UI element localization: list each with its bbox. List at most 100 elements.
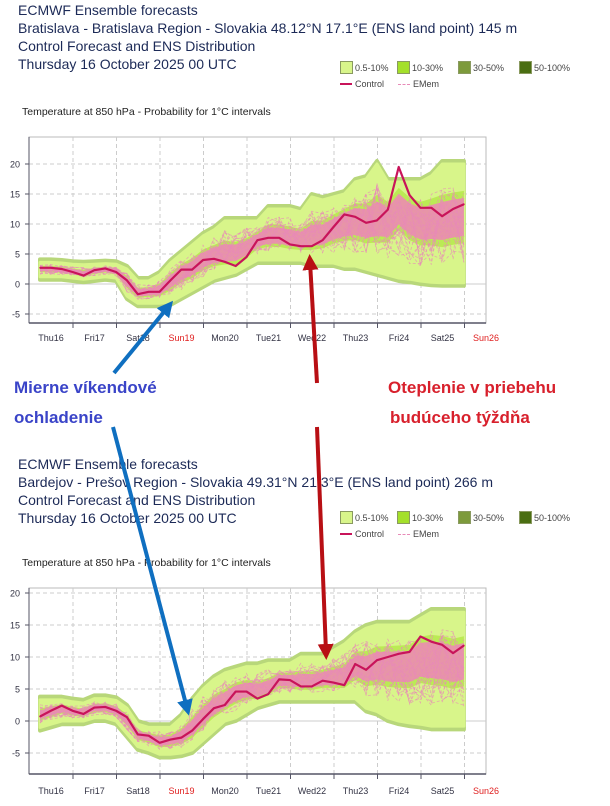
legend-label: Control xyxy=(355,79,385,89)
legend-label: 50-100% xyxy=(534,512,571,523)
y-tick-label: 10 xyxy=(10,653,20,663)
control-point xyxy=(82,713,85,715)
legend-label: 30-50% xyxy=(473,62,505,73)
annotation-cooling-line2: ochladenie xyxy=(14,408,103,427)
legend-swatch xyxy=(519,61,532,74)
control-point xyxy=(419,635,422,638)
control-point xyxy=(376,659,378,661)
x-tick-label: Sun19 xyxy=(168,333,194,343)
ens-member-line xyxy=(39,638,465,743)
x-tick-label: Sat25 xyxy=(431,786,455,796)
control-point xyxy=(60,704,63,707)
ens-member-line xyxy=(39,639,465,749)
control-point xyxy=(147,734,150,737)
control-point xyxy=(256,239,259,241)
y-tick-label: 20 xyxy=(10,160,20,170)
control-point xyxy=(169,738,172,741)
control-point xyxy=(60,268,63,270)
control-line-icon xyxy=(340,533,352,535)
control-point xyxy=(245,256,248,258)
y-tick-label: 10 xyxy=(10,220,20,230)
ens-member-line xyxy=(39,200,465,294)
ens-member-line xyxy=(39,194,465,299)
panel2-legend: 0.5-10% 10-30% 30-50% 50-100% Control EM… xyxy=(0,452,610,552)
control-point xyxy=(300,685,302,688)
control-point xyxy=(430,207,433,209)
legend-item-0.5-10: 0.5-10% xyxy=(340,511,389,524)
control-point xyxy=(289,679,291,681)
panel1-location: Bratislava - Bratislava Region - Slovaki… xyxy=(18,20,518,36)
control-point xyxy=(115,709,117,712)
ens-member-line xyxy=(39,637,465,738)
legend-label: 0.5-10% xyxy=(355,512,389,523)
legend-swatch xyxy=(519,511,532,524)
control-line xyxy=(39,635,465,744)
control-point xyxy=(71,709,74,712)
control-point xyxy=(354,663,357,665)
control-point xyxy=(278,237,280,239)
control-point xyxy=(158,291,161,293)
x-tick-label: Fri17 xyxy=(84,786,105,796)
x-tick-label: Sun26 xyxy=(473,333,499,343)
legend-swatch xyxy=(340,61,353,74)
ens-member-line xyxy=(39,635,465,750)
legend-emem: EMem xyxy=(398,79,439,89)
control-point xyxy=(137,733,139,736)
x-tick-label: Mon20 xyxy=(211,786,239,796)
x-tick-label: Thu16 xyxy=(38,786,64,796)
panel2-subtitle: Temperature at 850 hPa - Probability for… xyxy=(22,557,271,569)
ens-member-line xyxy=(39,638,465,747)
control-point xyxy=(332,226,335,228)
legend-control: Control xyxy=(340,529,384,539)
annotation-cooling-line1: Mierne víkendové xyxy=(14,378,157,397)
control-point xyxy=(104,267,107,270)
legend-control: Control xyxy=(340,79,384,89)
annotation-warming-line1: Oteplenie v priebehu xyxy=(388,378,557,397)
control-point xyxy=(430,640,433,643)
control-point xyxy=(202,718,204,720)
control-point xyxy=(452,208,454,210)
control-point xyxy=(50,267,52,269)
control-point xyxy=(191,729,193,732)
ens-member-line xyxy=(39,648,465,750)
ens-member-line xyxy=(39,198,465,300)
x-tick-label: Sat18 xyxy=(126,786,150,796)
control-point xyxy=(267,237,270,239)
legend-item-30-50: 30-50% xyxy=(458,61,504,74)
control-point xyxy=(180,268,183,271)
control-line xyxy=(40,165,465,296)
panel1-subtitle: Temperature at 850 hPa - Probability for… xyxy=(22,106,271,118)
control-point xyxy=(354,216,357,218)
x-tick-label: Thu23 xyxy=(343,786,369,796)
x-tick-label: Tue21 xyxy=(256,786,281,796)
control-point xyxy=(93,269,96,271)
control-point xyxy=(245,690,248,693)
control-point xyxy=(343,213,346,216)
control-point xyxy=(158,741,161,744)
control-point xyxy=(115,271,117,273)
control-point xyxy=(213,258,215,260)
control-point xyxy=(463,203,465,205)
legend-swatch xyxy=(397,61,410,74)
emem-line-icon xyxy=(398,533,410,535)
control-point xyxy=(408,651,411,653)
y-tick-label: 20 xyxy=(10,589,20,599)
control-line-icon xyxy=(340,83,352,85)
x-tick-label: Fri17 xyxy=(84,333,105,343)
emem-line-icon xyxy=(398,83,410,85)
x-tick-label: Sat18 xyxy=(126,333,150,343)
control-point xyxy=(202,259,204,261)
control-point xyxy=(441,215,443,217)
legend-item-30-50: 30-50% xyxy=(458,511,504,524)
control-point xyxy=(213,707,215,709)
control-point xyxy=(310,245,313,247)
control-point xyxy=(376,219,378,222)
legend-emem: EMem xyxy=(398,529,439,539)
y-tick-label: 5 xyxy=(15,685,20,695)
ens-member-line xyxy=(39,639,465,746)
control-point xyxy=(50,709,52,712)
legend-label: Control xyxy=(355,529,385,539)
legend-item-10-30: 10-30% xyxy=(397,61,443,74)
annotation-warming-line2: budúceho týždňa xyxy=(390,408,530,427)
control-point xyxy=(234,690,237,693)
